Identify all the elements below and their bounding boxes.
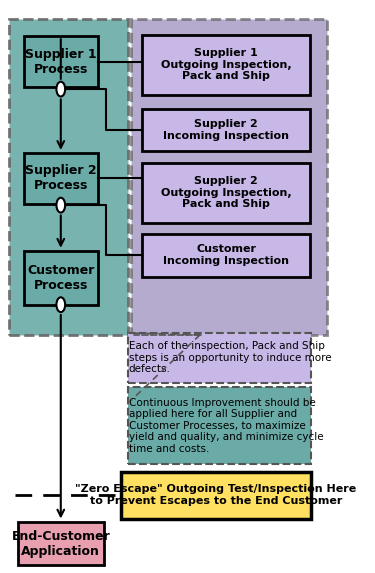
FancyBboxPatch shape bbox=[131, 19, 327, 335]
Text: Customer
Process: Customer Process bbox=[27, 264, 94, 292]
Text: End-Customer
Application: End-Customer Application bbox=[11, 529, 110, 558]
FancyBboxPatch shape bbox=[9, 19, 128, 335]
Text: Supplier 1
Outgoing Inspection,
Pack and Ship: Supplier 1 Outgoing Inspection, Pack and… bbox=[161, 48, 291, 81]
FancyBboxPatch shape bbox=[128, 332, 311, 383]
FancyBboxPatch shape bbox=[24, 251, 98, 305]
FancyBboxPatch shape bbox=[142, 35, 310, 95]
FancyBboxPatch shape bbox=[142, 234, 310, 277]
FancyBboxPatch shape bbox=[122, 472, 311, 519]
Text: Continuous Improvement should be
applied here for all Supplier and
Customer Proc: Continuous Improvement should be applied… bbox=[129, 398, 324, 454]
FancyBboxPatch shape bbox=[128, 387, 311, 464]
FancyBboxPatch shape bbox=[24, 153, 98, 204]
Circle shape bbox=[56, 297, 65, 312]
Text: Customer
Incoming Inspection: Customer Incoming Inspection bbox=[163, 245, 289, 266]
Circle shape bbox=[56, 198, 65, 213]
FancyBboxPatch shape bbox=[18, 522, 104, 565]
Text: Each of the inspection, Pack and Ship
steps is an opportunity to induce more
def: Each of the inspection, Pack and Ship st… bbox=[129, 341, 332, 374]
Text: Supplier 2
Incoming Inspection: Supplier 2 Incoming Inspection bbox=[163, 119, 289, 141]
FancyBboxPatch shape bbox=[142, 163, 310, 222]
Text: Supplier 2
Outgoing Inspection,
Pack and Ship: Supplier 2 Outgoing Inspection, Pack and… bbox=[161, 176, 291, 209]
Text: "Zero Escape" Outgoing Test/Inspection Here
to Prevent Escapes to the End Custom: "Zero Escape" Outgoing Test/Inspection H… bbox=[75, 484, 357, 506]
Circle shape bbox=[56, 82, 65, 96]
Text: Supplier 1
Process: Supplier 1 Process bbox=[25, 48, 97, 76]
Text: Supplier 2
Process: Supplier 2 Process bbox=[25, 164, 97, 193]
FancyBboxPatch shape bbox=[142, 109, 310, 151]
FancyBboxPatch shape bbox=[24, 36, 98, 88]
